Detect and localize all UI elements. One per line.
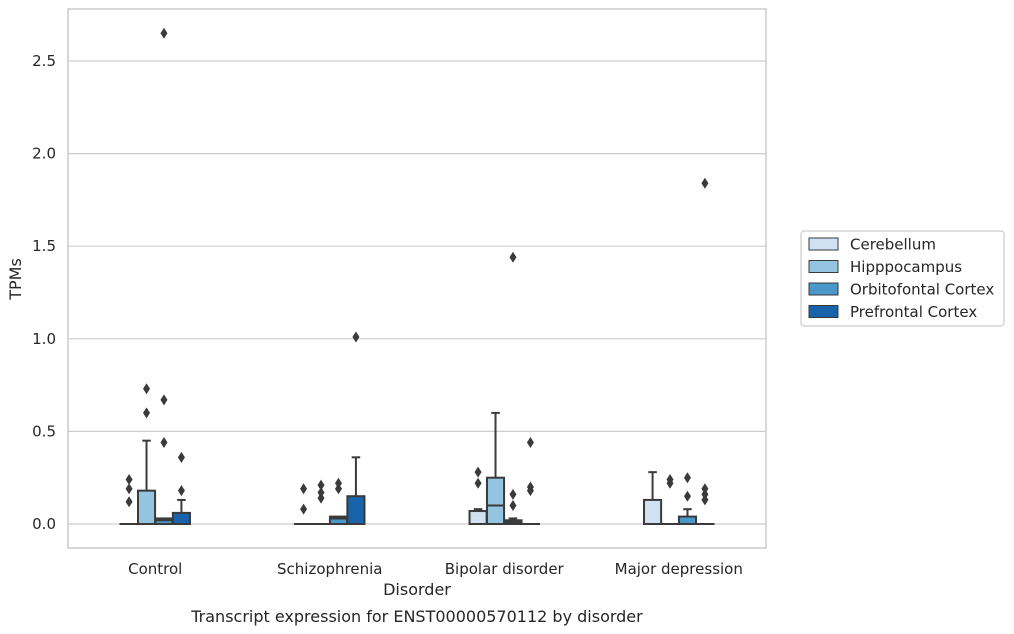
legend: Cerebellum Hipppocampus Orbitofontal Corte… — [800, 230, 1005, 327]
outlier-point — [526, 437, 534, 449]
outlier-point — [526, 481, 534, 493]
x-tick-label: Major depression — [615, 560, 743, 578]
x-tick-label: Bipolar disorder — [445, 560, 565, 578]
outlier-point — [334, 483, 342, 495]
outlier-point — [701, 483, 709, 495]
legend-swatch — [808, 305, 839, 318]
box — [346, 495, 366, 526]
box-cerebellum — [294, 483, 314, 526]
x-axis-label: Disorder — [383, 580, 451, 599]
box — [677, 515, 698, 525]
outlier-point — [701, 488, 709, 500]
outlier-point — [474, 477, 482, 489]
outlier-point — [683, 490, 691, 502]
y-axis-ticks: 0.0 0.5 1.0 1.5 2.0 2.5 — [32, 52, 56, 533]
box-plot-marks — [119, 27, 715, 526]
chart-caption: Transcript expression for ENST0000057011… — [190, 607, 643, 626]
box-orbitofontal-cortex — [677, 472, 698, 525]
outlier-point — [474, 466, 482, 478]
legend-frame — [800, 230, 1005, 327]
outlier-point — [317, 479, 325, 491]
outlier-point — [666, 474, 674, 486]
outlier-point — [509, 499, 517, 511]
outlier-point — [509, 488, 517, 500]
box-orbitofontal-cortex — [154, 27, 174, 525]
box-prefrontal-cortex — [520, 437, 540, 526]
box-cerebellum — [119, 474, 139, 526]
outlier-point — [300, 483, 308, 495]
box — [136, 489, 157, 525]
box-hipppocampus — [485, 411, 506, 526]
box-hipppocampus — [311, 479, 331, 526]
box — [485, 476, 506, 526]
outlier-point — [160, 437, 168, 449]
outlier-point — [701, 494, 709, 506]
box-hipppocampus — [660, 474, 680, 526]
box-prefrontal-cortex — [346, 331, 366, 526]
outlier-point — [177, 451, 185, 463]
box — [468, 510, 488, 526]
x-axis-ticks: Control Schizophrenia Bipolar disorder Majo… — [128, 560, 743, 578]
plot-frame — [67, 8, 767, 549]
legend-swatch — [808, 260, 839, 273]
box-cerebellum — [643, 471, 663, 526]
box-hipppocampus — [136, 383, 157, 525]
outlier-point — [125, 496, 133, 508]
x-tick-label: Control — [128, 560, 182, 578]
y-tick-label: 1.5 — [32, 237, 56, 255]
outlier-point — [300, 503, 308, 515]
outlier-point — [125, 483, 133, 495]
outlier-point — [177, 485, 185, 497]
y-tick-label: 2.0 — [32, 145, 56, 163]
outlier-point — [143, 383, 151, 395]
outlier-point — [317, 492, 325, 504]
outlier-point — [334, 477, 342, 489]
grid-lines — [68, 60, 766, 525]
box-prefrontal-cortex — [171, 451, 191, 525]
box — [643, 498, 663, 526]
outlier-point — [160, 394, 168, 406]
y-axis-label: TPMs — [6, 258, 25, 301]
outlier-point — [683, 472, 691, 484]
y-tick-label: 0.5 — [32, 422, 56, 440]
legend-swatch — [808, 282, 839, 296]
outlier-point — [125, 474, 133, 486]
legend-label: Orbitofontal Cortex — [850, 281, 994, 299]
box-cerebellum — [468, 466, 488, 526]
box — [171, 511, 191, 525]
outlier-point — [317, 487, 325, 499]
x-tick-label: Schizophrenia — [277, 560, 382, 578]
box-prefrontal-cortex — [695, 177, 715, 526]
outlier-point — [160, 27, 168, 39]
outlier-point — [509, 251, 517, 263]
y-tick-label: 0.0 — [32, 515, 56, 533]
box-orbitofontal-cortex — [503, 251, 523, 526]
legend-swatch — [808, 237, 839, 251]
legend-label: Cerebellum — [850, 236, 936, 254]
y-tick-label: 2.5 — [32, 52, 56, 70]
box-orbitofontal-cortex — [328, 477, 349, 525]
legend-label: Prefrontal Cortex — [850, 303, 977, 321]
outlier-point — [701, 177, 709, 189]
legend-label: Hipppocampus — [850, 258, 962, 276]
outlier-point — [143, 407, 151, 419]
outlier-point — [352, 331, 360, 343]
y-tick-label: 1.0 — [32, 330, 56, 348]
